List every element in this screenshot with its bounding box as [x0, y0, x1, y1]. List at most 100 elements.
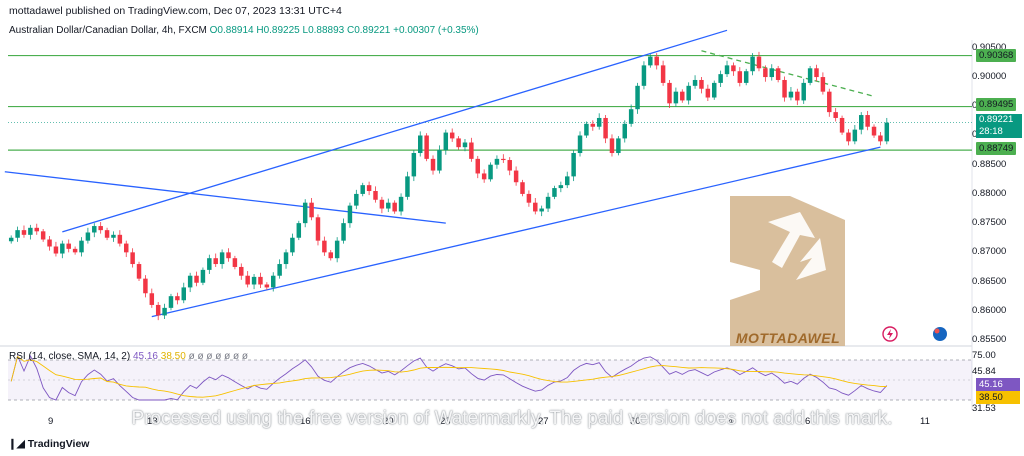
candle-body — [354, 193, 359, 206]
candle-body — [405, 176, 410, 197]
candle-body — [245, 275, 250, 285]
horizontal-levels — [8, 54, 972, 151]
candle-body — [251, 276, 257, 285]
candle-body — [648, 56, 653, 66]
time-tick-label: 9 — [48, 416, 54, 427]
rsi-tick-label: 75.00 — [972, 350, 996, 361]
time-tick-label: 13 — [147, 416, 158, 427]
candle-body — [398, 196, 404, 212]
candle-body — [117, 234, 123, 244]
tag-top: 0.90368 — [976, 49, 1017, 62]
candle-body — [846, 132, 851, 142]
symbol-legend: Australian Dollar/Canadian Dollar, 4h, F… — [9, 25, 479, 36]
candle-body — [277, 264, 282, 276]
candle-body — [520, 182, 525, 194]
candle-body — [194, 275, 199, 283]
candle-body — [833, 112, 838, 118]
candle-body — [341, 223, 346, 241]
candle-body — [513, 170, 519, 183]
candle-body — [558, 185, 564, 189]
candle-body — [533, 202, 538, 212]
candle-body — [565, 176, 570, 186]
candle-body — [878, 135, 883, 142]
candle-body — [168, 296, 174, 308]
candle-body — [200, 269, 206, 283]
candle-body — [571, 153, 576, 177]
flash-icon[interactable] — [882, 326, 898, 342]
candle-body — [373, 191, 378, 200]
tv-icon: ❙◢ — [8, 438, 25, 450]
rsi-tick-label: 31.53 — [972, 403, 996, 414]
time-tick-label: 23 — [440, 416, 451, 427]
candle-body — [366, 185, 372, 191]
tv-logo-text: TradingView — [27, 438, 90, 450]
candle-body — [475, 158, 480, 174]
candle-body — [379, 199, 385, 209]
candle-body — [494, 158, 500, 165]
candle-body — [731, 65, 736, 72]
candle-body — [743, 71, 749, 83]
candle-body — [852, 129, 858, 142]
candle-body — [750, 56, 755, 72]
candle-body — [296, 223, 302, 238]
rsi-tick-label: 45.84 — [972, 366, 996, 377]
candle-body — [315, 217, 321, 241]
candle-body — [673, 91, 679, 104]
price-tick-label: 0.87000 — [972, 246, 1007, 258]
candle-body — [15, 230, 20, 238]
candle-body — [258, 276, 263, 285]
tag-upper: 0.89495 — [976, 98, 1017, 111]
time-tick-label: 27 — [538, 416, 549, 427]
time-tick-label: 4 — [728, 416, 734, 427]
candle-body — [360, 185, 365, 194]
bar-countdown: 28:18 — [979, 126, 1003, 137]
candle-body — [507, 160, 512, 171]
candle-body — [699, 79, 704, 89]
candle-body — [584, 123, 589, 136]
candle-body — [72, 248, 78, 253]
candle-body — [628, 109, 634, 124]
candle-body — [871, 126, 877, 136]
candle-body — [322, 240, 327, 253]
candle-body — [788, 91, 794, 98]
time-tick-label: 16 — [300, 416, 311, 427]
price-tick-label: 0.86500 — [972, 275, 1007, 287]
candle-body — [577, 135, 583, 154]
channel-upper — [62, 29, 728, 233]
candle-body — [21, 230, 27, 235]
tradingview-logo[interactable]: ❙◢ TradingView — [8, 438, 89, 450]
rsi-label: RSI (14, close, SMA, 14, 2) — [9, 351, 131, 362]
candle-body — [271, 275, 276, 288]
candle-body — [820, 77, 826, 92]
candle-body — [660, 65, 666, 83]
candle-body — [724, 65, 730, 75]
candle-body — [264, 284, 270, 288]
candle-body — [290, 237, 295, 253]
candle-body — [155, 304, 161, 316]
candle-body — [92, 226, 97, 233]
candle-body — [596, 117, 602, 127]
descending-line — [4, 171, 446, 224]
candle-body — [616, 138, 621, 154]
candle-body — [456, 138, 461, 148]
candle-body — [539, 208, 544, 212]
candle-body — [219, 252, 225, 265]
candle-body — [239, 266, 244, 276]
candle-body — [635, 85, 640, 110]
candle-body — [79, 240, 84, 253]
candle-body — [136, 264, 142, 279]
candle-body — [187, 275, 193, 288]
candle-body — [718, 74, 723, 83]
candle-body — [104, 230, 110, 238]
tag-lower: 0.88749 — [976, 142, 1017, 155]
price-tick-label: 0.87500 — [972, 217, 1007, 229]
price-tick-label: 0.88500 — [972, 158, 1007, 170]
trendlines — [4, 29, 881, 318]
price-tick-label: 0.85500 — [972, 334, 1007, 345]
flag-icon[interactable] — [933, 327, 947, 341]
candle-body — [552, 188, 557, 197]
candle-body — [430, 158, 436, 171]
tag-current: 0.89221 28:18 — [976, 114, 1022, 138]
